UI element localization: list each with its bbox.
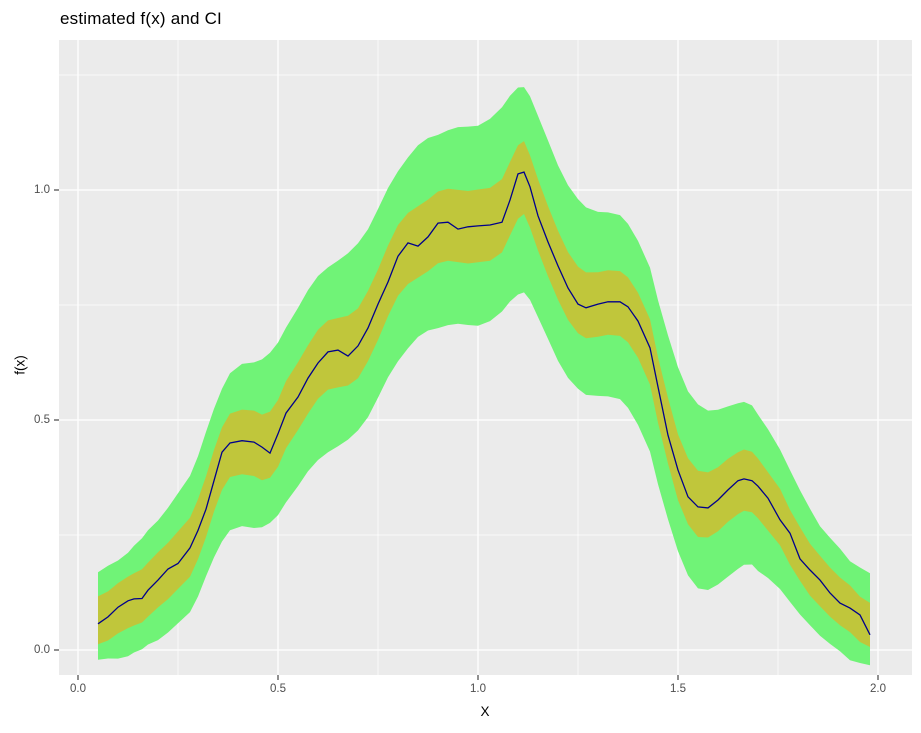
x-tick-label-1: 0.5	[270, 683, 286, 695]
x-tick-label-3: 1.5	[670, 683, 686, 695]
x-tick-label-2: 1.0	[470, 683, 486, 695]
chart-title: estimated f(x) and CI	[60, 9, 222, 28]
estimate-line	[97, 171, 871, 636]
inner-ci-band	[98, 141, 870, 647]
axis-tick-marks	[54, 189, 879, 680]
x-tick-label-4: 2.0	[870, 683, 886, 695]
y-axis-title: f(x)	[12, 355, 28, 375]
y-tick-label-2: 0.0	[34, 644, 50, 656]
x-axis-title: X	[480, 704, 490, 719]
y-tick-label-1: 0.5	[34, 414, 50, 426]
outer-ci-band	[98, 87, 870, 666]
y-tick-label-0: 1.0	[34, 184, 50, 196]
x-tick-label-0: 0.0	[70, 683, 86, 695]
